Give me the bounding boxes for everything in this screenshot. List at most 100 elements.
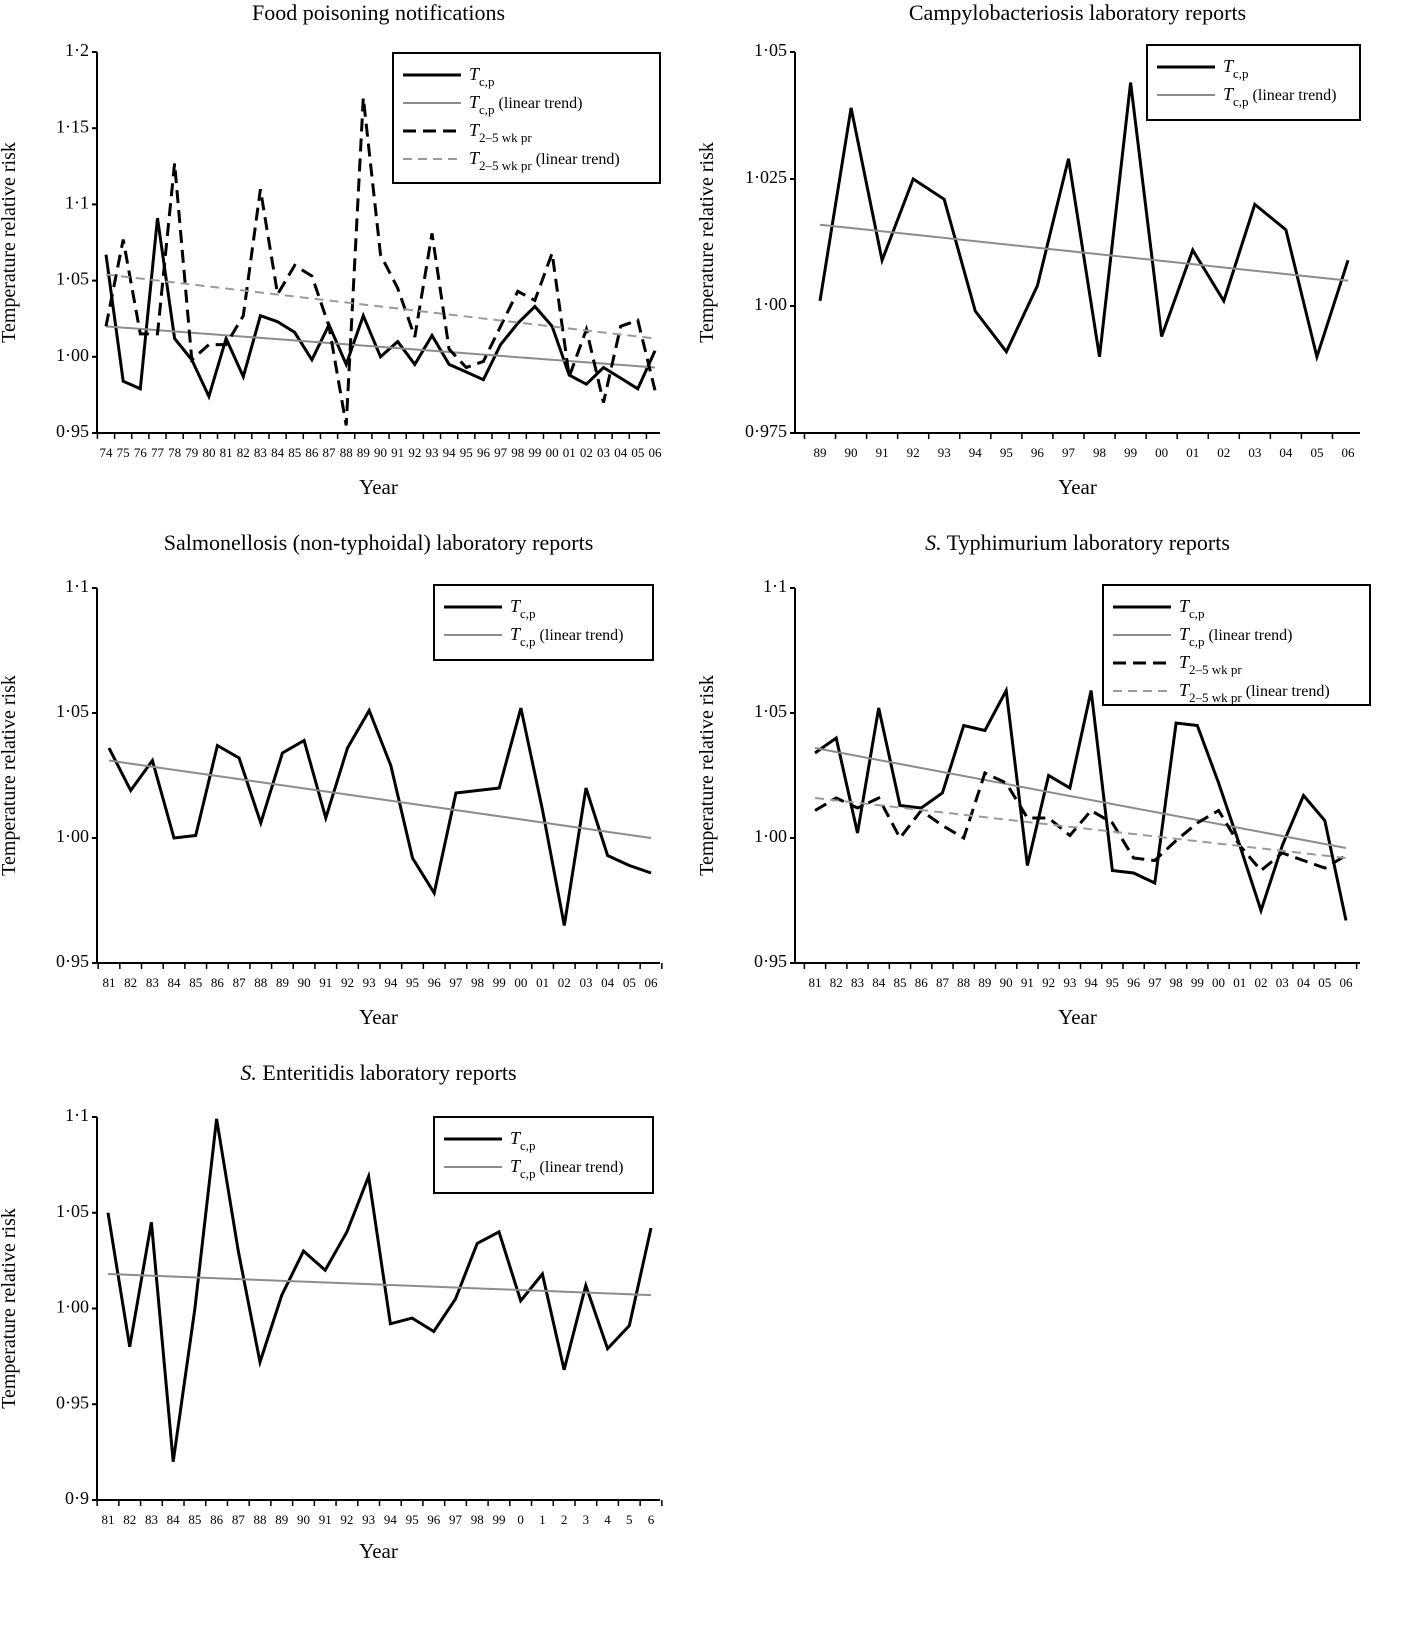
x-tick-label: 97: [449, 975, 463, 990]
legend-label: Tc,p: [1223, 56, 1249, 81]
y-tick-label: 1·1: [65, 193, 89, 213]
x-tick-label: 02: [1255, 975, 1268, 990]
series-line-trend-1: [105, 325, 656, 369]
x-tick-label: 04: [614, 445, 628, 460]
chart-title-text: Food poisoning notifications: [252, 0, 505, 25]
legend-label: Tc,p (linear trend): [1179, 624, 1293, 649]
x-tick-label: 79: [185, 445, 198, 460]
series-line-data-2: [104, 97, 657, 426]
y-tick-label: 1·1: [65, 1105, 89, 1125]
x-tick-label: 83: [851, 975, 864, 990]
x-tick-label: 97: [449, 1512, 463, 1527]
x-tick-label: 82: [124, 975, 137, 990]
legend-label: T2–5 wk pr: [1179, 652, 1242, 677]
x-tick-label: 81: [103, 975, 116, 990]
x-tick-label: 97: [1148, 975, 1162, 990]
x-tick-label: 89: [814, 445, 827, 460]
chart-title: S. Enteritidis laboratory reports: [240, 1060, 516, 1085]
legend-label: Tc,p: [469, 64, 495, 89]
legend-label: Tc,p: [510, 1128, 536, 1153]
x-tick-label: 84: [168, 975, 182, 990]
y-tick-label: 1·025: [745, 167, 787, 187]
x-tick-label: 81: [220, 445, 233, 460]
x-tick-label: 95: [406, 975, 419, 990]
chart-title: Salmonellosis (non-typhoidal) laboratory…: [164, 530, 594, 555]
x-tick-label: 94: [384, 975, 398, 990]
legend-label-main: T: [1223, 84, 1235, 104]
x-tick-label: 91: [1021, 975, 1034, 990]
y-tick-label: 1·05: [754, 701, 787, 721]
legend-label-sub: c,p: [1233, 66, 1249, 81]
x-tick-label: 98: [471, 975, 484, 990]
x-tick-label: 87: [233, 975, 247, 990]
x-tick-label: 99: [528, 445, 541, 460]
x-tick-label: 80: [202, 445, 215, 460]
x-tick-label: 82: [830, 975, 843, 990]
x-tick-label: 76: [134, 445, 148, 460]
x-tick-label: 85: [188, 1512, 201, 1527]
x-tick-label: 83: [254, 445, 267, 460]
x-tick-label: 99: [493, 975, 506, 990]
y-tick-label: 1·1: [763, 576, 787, 596]
x-tick-label: 00: [1155, 445, 1168, 460]
legend-label: T2–5 wk pr (linear trend): [1179, 680, 1330, 705]
x-tick-label: 90: [845, 445, 858, 460]
chart-title-italic: S.: [925, 530, 942, 555]
legend-box: [433, 1116, 654, 1194]
chart-title-text: Salmonellosis (non-typhoidal) laboratory…: [164, 530, 594, 555]
x-tick-label: 84: [872, 975, 886, 990]
legend-label: Tc,p: [510, 596, 536, 621]
x-tick-label: 3: [583, 1512, 590, 1527]
y-axis-label: Temperature relative risk: [696, 675, 718, 876]
legend-label-suffix: (linear trend): [1242, 683, 1330, 700]
x-axis-label: Year: [359, 1539, 398, 1563]
series-line-data-0: [818, 82, 1350, 363]
legend-label-main: T: [1223, 56, 1235, 76]
x-tick-label: 88: [254, 1512, 267, 1527]
x-tick-label: 92: [907, 445, 920, 460]
legend-label-sub: c,p: [1189, 634, 1205, 649]
x-tick-label: 94: [969, 445, 983, 460]
x-axis-label: Year: [1058, 1005, 1097, 1029]
series-line-data-0: [104, 217, 657, 401]
x-tick-label: 78: [168, 445, 181, 460]
x-tick-label: 01: [563, 445, 576, 460]
x-tick-label: 91: [391, 445, 404, 460]
x-tick-label: 95: [460, 445, 473, 460]
y-tick-label: 1·05: [56, 269, 89, 289]
legend-box: [433, 584, 654, 661]
legend-label-sub: c,p: [1233, 94, 1249, 109]
x-tick-label: 77: [151, 445, 165, 460]
legend-label-main: T: [1179, 596, 1191, 616]
x-tick-label: 87: [232, 1512, 246, 1527]
chart-title: S. Typhimurium laboratory reports: [925, 530, 1230, 555]
x-tick-label: 6: [648, 1512, 655, 1527]
x-tick-label: 92: [340, 1512, 353, 1527]
x-tick-label: 88: [340, 445, 353, 460]
x-axis-label: Year: [359, 475, 398, 499]
legend-label-suffix: (linear trend): [495, 95, 583, 112]
x-tick-label: 88: [957, 975, 970, 990]
legend-label-sub: 2–5 wk pr: [1189, 690, 1242, 705]
x-tick-label: 01: [1186, 445, 1199, 460]
chart-panel-5: S. Enteritidis laboratory reports 0·9 0·95…: [0, 1060, 663, 1563]
x-tick-label: 00: [546, 445, 559, 460]
legend-label-sub: c,p: [1189, 606, 1205, 621]
legend-label: Tc,p (linear trend): [469, 92, 583, 117]
x-tick-label: 93: [938, 445, 951, 460]
y-tick-label: 1·2: [65, 40, 89, 60]
x-tick-label: 86: [210, 1512, 224, 1527]
x-tick-label: 0: [517, 1512, 524, 1527]
x-tick-label: 01: [1233, 975, 1246, 990]
chart-title-italic: S.: [240, 1060, 257, 1085]
series-line-data-2: [814, 770, 1347, 873]
x-tick-label: 93: [1063, 975, 1076, 990]
x-tick-label: 74: [100, 445, 114, 460]
y-tick-label: 1·00: [56, 826, 89, 846]
x-tick-label: 91: [319, 975, 332, 990]
x-tick-label: 05: [623, 975, 636, 990]
y-tick-label: 1·00: [754, 826, 787, 846]
